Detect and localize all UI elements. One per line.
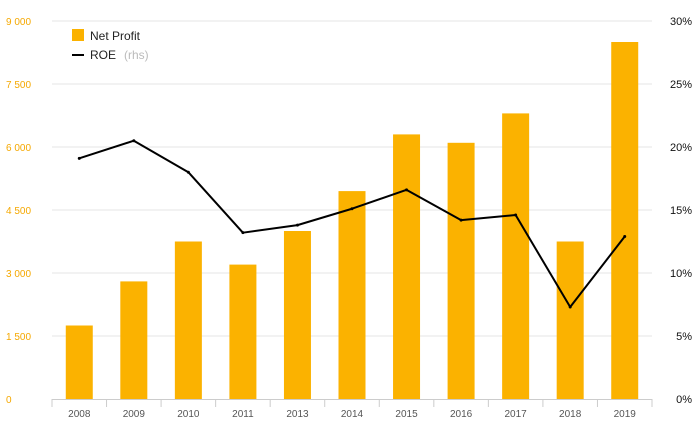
y-right-tick-label: 20% (670, 142, 692, 154)
y-left-tick-label: 3 000 (6, 269, 31, 280)
roe-point (77, 156, 81, 160)
roe-point (350, 207, 354, 211)
legend-swatch-net-profit (72, 29, 84, 41)
roe-point (295, 223, 299, 227)
y-axis-left: 0 1 500 3 000 4 500 6 000 7 500 9 000 (6, 17, 31, 406)
net-profit-bars (65, 42, 639, 400)
y-left-tick-label: 0 (6, 395, 12, 406)
x-axis: 2008 2009 2010 2011 2013 2014 2015 2016 2017 2018… (51, 399, 653, 420)
y-left-tick-label: 1 500 (6, 332, 31, 343)
legend-label-roe: ROE (rhs) (90, 46, 149, 63)
bar-net-profit (447, 142, 475, 400)
x-tick-label: 2013 (286, 409, 309, 420)
bar-net-profit (65, 325, 93, 399)
bar-net-profit (393, 134, 421, 399)
y-right-tick-label: 15% (670, 205, 692, 217)
y-left-tick-label: 7 500 (6, 80, 31, 91)
roe-line-series (77, 139, 627, 309)
bar-net-profit (283, 231, 311, 399)
legend-label-roe-name: ROE (90, 48, 116, 62)
roe-point (186, 170, 190, 174)
bar-net-profit (556, 241, 584, 399)
x-tick-label: 2009 (123, 409, 146, 420)
roe-point (568, 305, 572, 309)
x-tick-label: 2010 (177, 409, 200, 420)
legend-label-net-profit: Net Profit (90, 29, 141, 43)
roe-point (241, 231, 245, 235)
bar-net-profit (611, 42, 639, 399)
x-tick-label: 2019 (614, 409, 637, 420)
roe-point (459, 218, 463, 222)
bar-net-profit (338, 191, 366, 399)
y-right-tick-label: 5% (676, 331, 692, 343)
bar-net-profit (120, 281, 148, 399)
legend: Net Profit ROE (rhs) (72, 29, 149, 63)
x-tick-label: 2011 (232, 409, 254, 420)
y-right-tick-label: 0% (676, 394, 692, 406)
y-right-tick-label: 30% (670, 16, 692, 28)
roe-point (132, 139, 136, 143)
x-tick-label: 2015 (395, 409, 418, 420)
legend-label-roe-note: (rhs) (124, 48, 149, 62)
y-left-tick-label: 9 000 (6, 17, 31, 28)
x-tick-label: 2016 (450, 409, 473, 420)
bar-net-profit (502, 113, 530, 400)
roe-point (514, 213, 518, 217)
x-tick-label: 2018 (559, 409, 582, 420)
roe-point (405, 188, 409, 192)
x-tick-label: 2014 (341, 409, 364, 420)
y-axis-right: 0% 5% 10% 15% 20% 25% 30% (670, 16, 692, 406)
y-right-tick-label: 10% (670, 268, 692, 280)
y-left-tick-label: 6 000 (6, 143, 31, 154)
bar-net-profit (229, 264, 257, 399)
x-tick-label: 2008 (68, 409, 91, 420)
roe-point (623, 234, 627, 238)
x-tick-label: 2017 (505, 409, 528, 420)
y-left-tick-label: 4 500 (6, 206, 31, 217)
bar-net-profit (174, 241, 202, 399)
y-right-tick-label: 25% (670, 79, 692, 91)
